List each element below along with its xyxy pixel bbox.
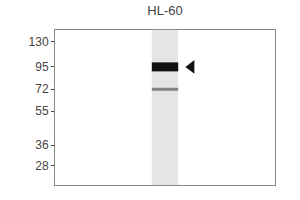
svg-text:36: 36 (35, 138, 49, 152)
svg-text:72: 72 (35, 82, 49, 96)
svg-text:28: 28 (35, 159, 49, 173)
svg-text:95: 95 (35, 60, 49, 74)
svg-text:130: 130 (29, 35, 49, 49)
svg-text:HL-60: HL-60 (147, 3, 182, 18)
svg-text:55: 55 (35, 104, 49, 118)
